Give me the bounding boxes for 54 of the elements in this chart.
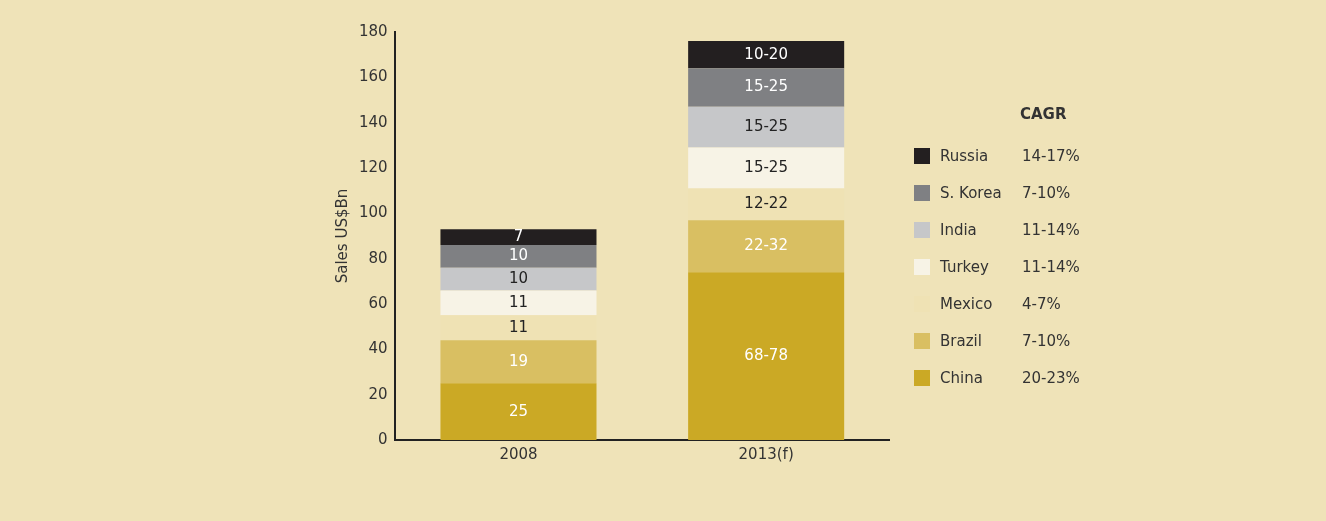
- text: 11-14%: [1022, 220, 1080, 239]
- y-tick-label: 100: [358, 203, 388, 222]
- y-tick-label: 120: [358, 157, 388, 176]
- y-tick-label: 20: [368, 384, 388, 403]
- y-tick-label: 80: [368, 248, 388, 267]
- x-tick-label: 2008: [499, 444, 538, 463]
- bar: [440, 383, 597, 440]
- data-label: 10: [508, 246, 529, 265]
- data-label: 68-78: [744, 346, 788, 365]
- y-tick-label: 160: [358, 67, 388, 86]
- legend-title: CAGR: [1020, 105, 1068, 123]
- bar: [440, 340, 597, 384]
- data-label: 15-25: [744, 117, 788, 136]
- bar: [440, 267, 597, 291]
- bar: [688, 41, 845, 69]
- legend-label: S. Korea: [940, 183, 1003, 202]
- text: 20-23%: [1022, 368, 1080, 387]
- y-tick-label: 140: [358, 112, 388, 131]
- data-label: 11: [508, 317, 529, 336]
- legend-label: Brazil: [940, 331, 983, 350]
- y-axis-title: Sales US$Bn: [332, 188, 351, 284]
- data-label: 15-25: [744, 77, 788, 96]
- text: 4-7%: [1022, 294, 1061, 313]
- data-label: 22-32: [744, 236, 788, 255]
- y-tick-label: 60: [368, 293, 388, 312]
- data-label: 11: [508, 292, 529, 311]
- bar: [688, 68, 845, 107]
- data-label: 15-25: [744, 157, 788, 176]
- y-tick-label: 40: [368, 339, 388, 358]
- text: 14-17%: [1022, 146, 1080, 165]
- bar: [688, 220, 845, 273]
- text: 11-14%: [1022, 257, 1080, 276]
- data-label: 12-22: [744, 194, 788, 213]
- data-label: 10-20: [744, 44, 788, 63]
- bar: [440, 229, 597, 246]
- text: 7-10%: [1022, 183, 1071, 202]
- bar: [440, 290, 597, 316]
- data-label: 25: [508, 401, 529, 420]
- bar: [440, 245, 597, 268]
- data-label: 19: [508, 351, 529, 370]
- y-tick-label: 0: [378, 429, 388, 448]
- text: 7-10%: [1022, 331, 1071, 350]
- bar: [688, 106, 845, 148]
- data-label: 10: [508, 268, 529, 287]
- legend-label: Mexico: [940, 294, 994, 313]
- legend-label: Russia: [940, 146, 990, 165]
- y-tick-label: 180: [358, 21, 388, 40]
- x-tick-label: 2013(f): [738, 444, 794, 463]
- data-label: 7: [513, 227, 524, 246]
- bar: [688, 147, 845, 189]
- legend-label: India: [940, 220, 978, 239]
- bar: [688, 272, 845, 440]
- legend-label: China: [940, 368, 984, 387]
- legend-label: Turkey: [940, 257, 990, 276]
